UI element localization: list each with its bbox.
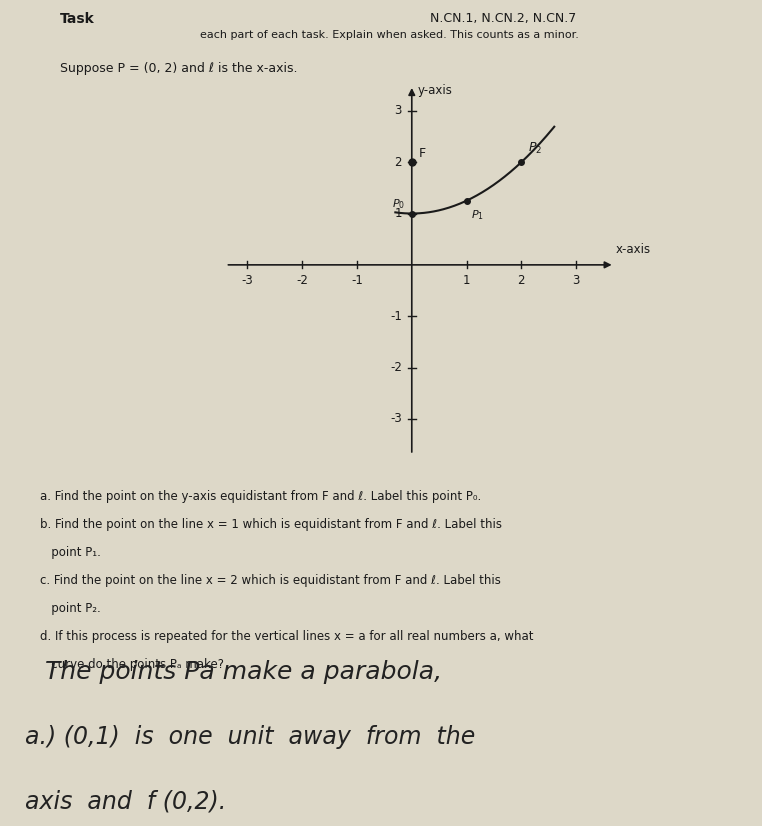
Text: b. Find the point on the line x = 1 which is equidistant from F and ℓ. Label thi: b. Find the point on the line x = 1 whic… bbox=[40, 518, 502, 531]
Text: -2: -2 bbox=[390, 361, 402, 374]
Text: $\mathit{P}_2$: $\mathit{P}_2$ bbox=[528, 141, 542, 156]
Text: a.) (0,1)  is  one  unit  away  from  the: a.) (0,1) is one unit away from the bbox=[25, 725, 475, 749]
Text: -1: -1 bbox=[390, 310, 402, 323]
Text: x-axis: x-axis bbox=[616, 243, 651, 255]
Text: axis  and  f (0,2).: axis and f (0,2). bbox=[25, 790, 226, 814]
Text: each part of each task. Explain when asked. This counts as a minor.: each part of each task. Explain when ask… bbox=[200, 30, 579, 40]
Text: F: F bbox=[418, 146, 425, 159]
Text: point P₁.: point P₁. bbox=[40, 546, 101, 559]
Text: 3: 3 bbox=[572, 274, 580, 287]
Text: -2: -2 bbox=[296, 274, 308, 287]
Text: point P₂.: point P₂. bbox=[40, 602, 101, 615]
Text: curve do the points Pₐ make?: curve do the points Pₐ make? bbox=[40, 658, 224, 671]
Text: $\mathit{P}_1$: $\mathit{P}_1$ bbox=[471, 208, 484, 222]
Text: 3: 3 bbox=[395, 104, 402, 117]
Text: N.CN.1, N.CN.2, N.CN.7: N.CN.1, N.CN.2, N.CN.7 bbox=[430, 12, 576, 25]
Text: 1: 1 bbox=[463, 274, 470, 287]
Text: a. Find the point on the y-axis equidistant from F and ℓ. Label this point P₀.: a. Find the point on the y-axis equidist… bbox=[40, 490, 482, 503]
Text: $\mathit{P}_0$: $\mathit{P}_0$ bbox=[392, 197, 405, 211]
Text: The points Pa make a parabola,: The points Pa make a parabola, bbox=[45, 660, 442, 684]
Text: c. Find the point on the line x = 2 which is equidistant from F and ℓ. Label thi: c. Find the point on the line x = 2 whic… bbox=[40, 574, 501, 587]
Text: -1: -1 bbox=[351, 274, 363, 287]
Text: 2: 2 bbox=[395, 155, 402, 169]
Text: 2: 2 bbox=[517, 274, 525, 287]
Text: d. If this process is repeated for the vertical lines x = a for all real numbers: d. If this process is repeated for the v… bbox=[40, 630, 533, 643]
Text: -3: -3 bbox=[242, 274, 253, 287]
Text: y-axis: y-axis bbox=[418, 84, 452, 97]
Text: Suppose P = (0, 2) and ℓ is the x-axis.: Suppose P = (0, 2) and ℓ is the x-axis. bbox=[60, 62, 297, 75]
Text: Task: Task bbox=[60, 12, 94, 26]
Text: 1: 1 bbox=[395, 207, 402, 220]
Text: -3: -3 bbox=[390, 412, 402, 425]
